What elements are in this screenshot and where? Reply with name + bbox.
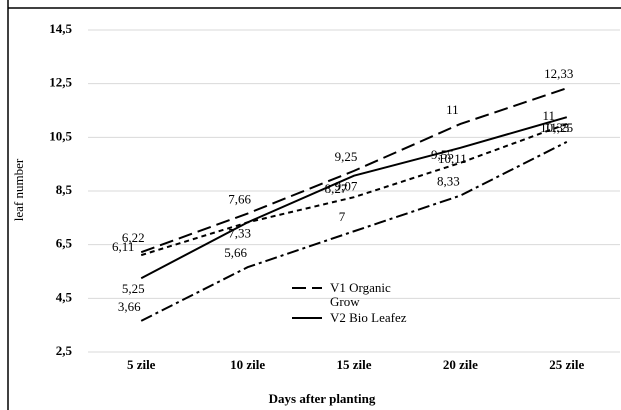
data-label: 8,33 bbox=[437, 174, 460, 189]
data-label: 7,66 bbox=[228, 192, 251, 207]
legend-label: V1 Organic Grow bbox=[330, 280, 391, 309]
x-tick-label: 20 zile bbox=[443, 357, 478, 372]
series-line bbox=[140, 116, 568, 280]
data-label: 7 bbox=[339, 209, 346, 224]
y-tick-label: 12,5 bbox=[49, 75, 72, 90]
y-tick-label: 8,5 bbox=[56, 182, 73, 197]
data-label: 6,22 bbox=[122, 230, 145, 245]
data-label: 5,25 bbox=[122, 281, 145, 296]
x-axis-label: Days after planting bbox=[269, 391, 376, 406]
data-label: 10,11 bbox=[438, 151, 467, 166]
data-label: 5,66 bbox=[224, 245, 247, 260]
y-tick-label: 6,5 bbox=[56, 236, 73, 251]
data-label: 11 bbox=[543, 108, 556, 123]
data-label: 3,66 bbox=[118, 299, 141, 314]
x-tick-label: 25 zile bbox=[549, 357, 584, 372]
series-line bbox=[140, 87, 568, 254]
series-line bbox=[140, 122, 568, 257]
y-tick-label: 2,5 bbox=[56, 343, 73, 358]
x-tick-label: 5 zile bbox=[127, 357, 156, 372]
data-label: 8,27 bbox=[325, 181, 348, 196]
x-tick-label: 10 zile bbox=[230, 357, 265, 372]
x-tick-label: 15 zile bbox=[336, 357, 371, 372]
series-line bbox=[140, 141, 568, 322]
data-label: 6,11 bbox=[112, 239, 134, 254]
y-axis-label: leaf number bbox=[11, 158, 26, 221]
y-tick-label: 10,5 bbox=[49, 128, 72, 143]
y-tick-label: 4,5 bbox=[56, 289, 73, 304]
legend-label: V2 Bio Leafez bbox=[330, 310, 407, 325]
y-tick-label: 14,5 bbox=[49, 21, 72, 36]
data-label: 7,33 bbox=[228, 225, 251, 240]
data-label: 9,55 bbox=[431, 147, 454, 162]
data-label: 10,33 bbox=[540, 120, 569, 135]
data-label: 11 bbox=[446, 102, 459, 117]
data-label: 12,33 bbox=[544, 66, 573, 81]
data-label: 9,25 bbox=[335, 149, 358, 164]
data-label: 9,07 bbox=[335, 179, 358, 194]
